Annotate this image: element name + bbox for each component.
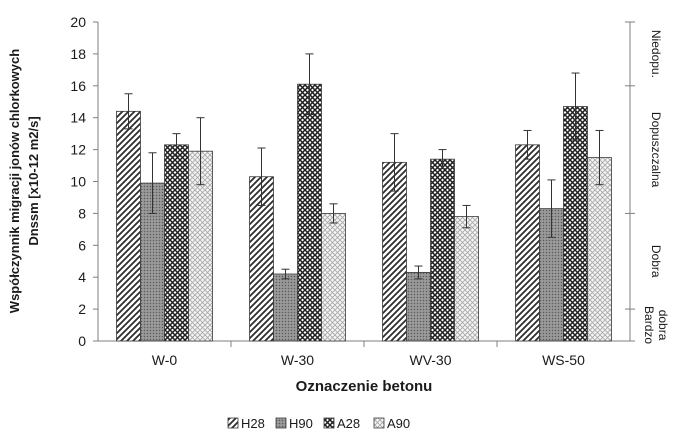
legend-label-h28: H28 [241,416,265,431]
y-tick-label: 18 [70,46,86,62]
bar-a90 [321,212,346,342]
legend-label-h90: H90 [289,416,313,431]
legend-swatch-a90 [373,417,385,429]
bar-h28 [515,144,540,342]
y-tick-label: 12 [70,142,86,158]
bar-h28 [382,161,407,342]
bar-a90 [587,157,612,342]
y-tick-label: 10 [70,174,86,190]
y-tick-label: 4 [78,269,86,285]
secondary-axis-band-label: dobra [656,310,670,341]
plot-area: 0 2 4 6 8 10 12 14 16 18 20 Bardzo dobra Dobra Dopuszc… [70,14,670,368]
x-axis-title: Oznaczenie betonu [296,378,433,395]
y-tick-label: 6 [78,237,86,253]
bar-a28 [563,106,588,342]
y-tick-label: 0 [78,333,86,349]
bar-a28 [297,83,322,342]
legend: H28 H90 A28 A90 [227,416,410,431]
bar-a28 [430,158,455,342]
y-axis-title: Współczynnik migracji jonów chlorkowych … [7,49,41,313]
y-axis-title-line-2: Dnssm [x10-12 m2/s] [26,116,41,245]
legend-swatch-h90 [275,417,287,429]
legend-label-a28: A28 [337,416,360,431]
bar-a28 [164,144,189,342]
bar-h28 [116,110,141,342]
legend-swatch-a28 [323,417,335,429]
secondary-axis-band-label: Bardzo [642,306,656,344]
bar-a90 [454,216,479,342]
secondary-axis-band-label: Dobra [649,245,663,278]
y-tick-label: 14 [70,110,86,126]
legend-label-a90: A90 [387,416,410,431]
y-tick-label: 8 [78,205,86,221]
y-tick-label: 20 [70,14,86,30]
y-axis-title-line-1: Współczynnik migracji jonów chlorkowych [7,49,22,313]
y-tick-label: 16 [70,78,86,94]
y-tick-label: 2 [78,301,86,317]
x-category-label: WS-50 [542,352,585,368]
x-category-label: WV-30 [409,352,451,368]
bar-h90 [273,273,298,342]
secondary-axis-band-label: Niedopu. [649,30,663,78]
x-category-label: W-0 [152,352,178,368]
bar-h90 [406,272,431,342]
x-category-label: W-30 [281,352,314,368]
legend-swatch-h28 [227,417,239,429]
secondary-axis-band-label: Dopuszczalna [649,112,663,188]
